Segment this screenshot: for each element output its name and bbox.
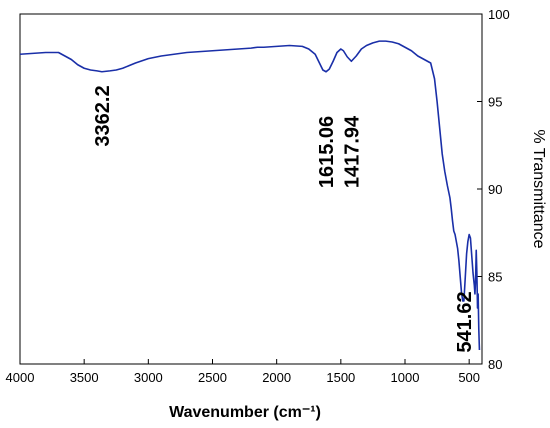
series-line-spectrum (19, 40, 481, 351)
peak-annotations: 3362.2 1615.06 1417.94 541.62 (92, 85, 476, 352)
x-axis-ticks: 4000 3500 3000 2500 2000 1500 1000 500 (6, 359, 480, 385)
peak-label: 3362.2 (92, 85, 114, 146)
y-axis-title: % Transmittance (530, 129, 547, 248)
y-tick-label: 80 (488, 357, 502, 372)
peak-label: 1417.94 (341, 115, 363, 188)
plot-frame (19, 13, 483, 365)
y-axis-ticks: 80 85 90 95 100 (477, 7, 510, 372)
peak-label: 1615.06 (316, 116, 338, 188)
x-tick-label: 1500 (326, 370, 355, 385)
x-tick-label: 3000 (134, 370, 163, 385)
peak-label: 541.62 (454, 291, 476, 352)
x-tick-label: 3500 (70, 370, 99, 385)
x-tick-label: 1000 (391, 370, 420, 385)
y-tick-label: 100 (488, 7, 510, 22)
y-tick-label: 85 (488, 270, 502, 285)
x-tick-label: 4000 (6, 370, 35, 385)
x-axis-title: Wavenumber (cm⁻¹) (169, 404, 321, 421)
x-tick-label: 2500 (198, 370, 227, 385)
x-tick-label: 2000 (262, 370, 291, 385)
y-tick-label: 95 (488, 95, 502, 110)
y-tick-label: 90 (488, 182, 502, 197)
x-tick-label: 500 (458, 370, 480, 385)
